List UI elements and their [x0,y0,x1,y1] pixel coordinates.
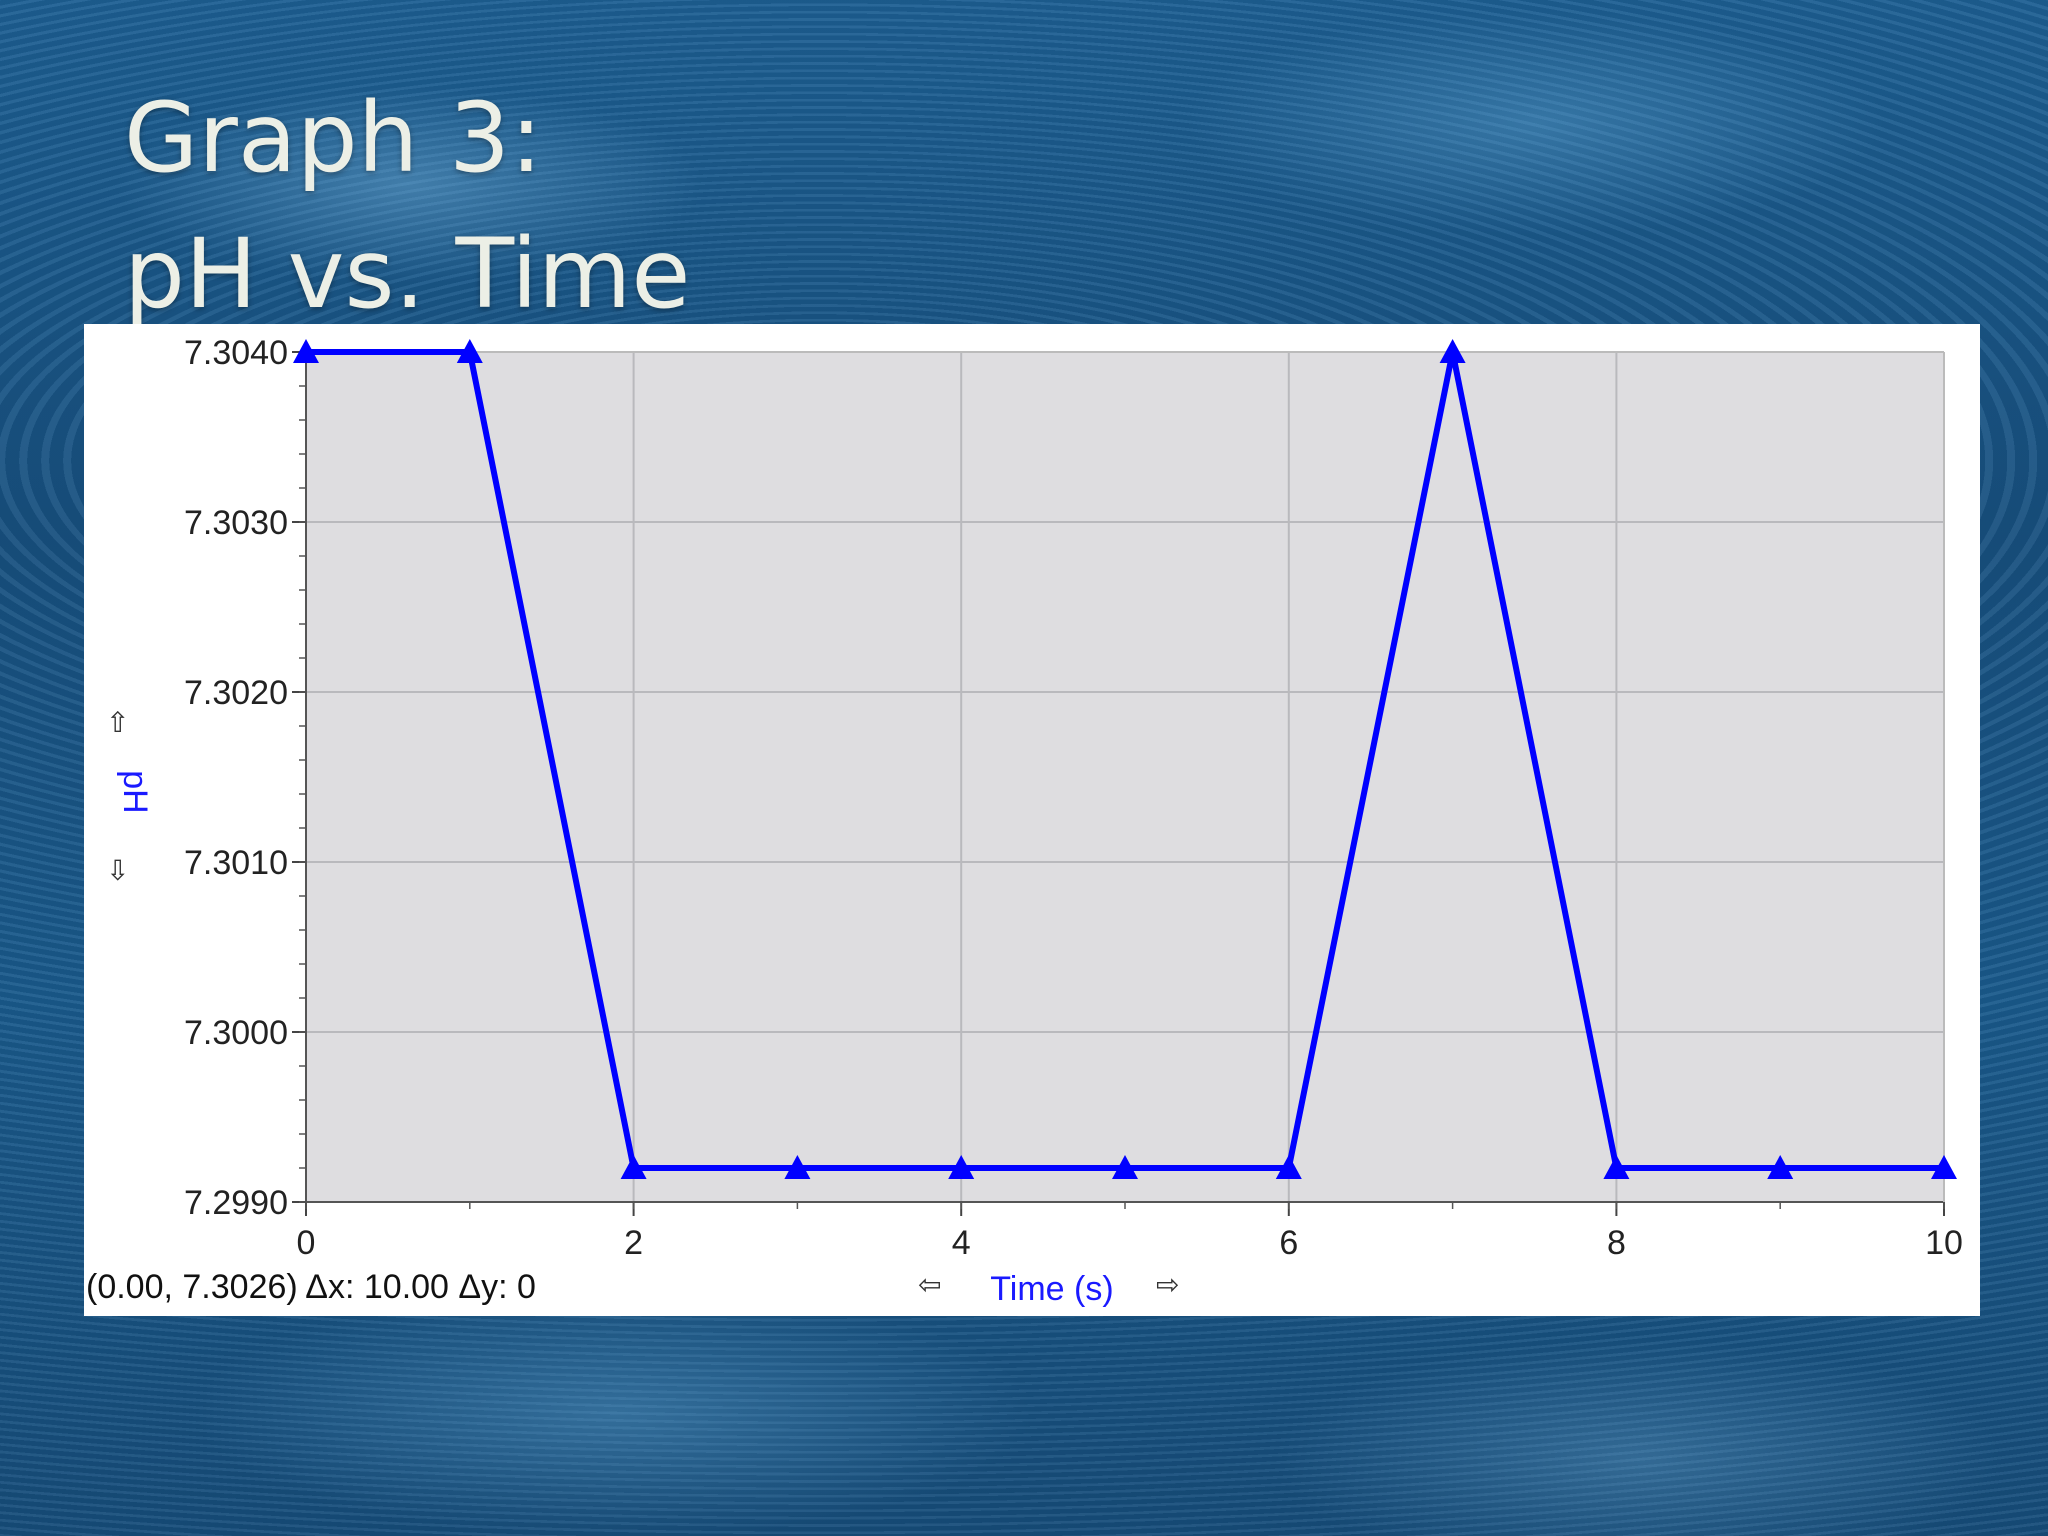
data-point-marker [1767,1155,1794,1179]
y-tick-label: 7.3000 [184,1014,288,1052]
x-axis-left-arrow-icon[interactable]: ⇦ [918,1268,941,1301]
slide-title-line-1: Graph 3: [124,82,543,194]
data-point-marker [1603,1155,1630,1179]
y-axis-up-arrow-icon[interactable]: ⇧ [106,706,129,739]
y-tick-label: 7.3020 [184,674,288,712]
x-tick-label: 6 [1279,1224,1298,1262]
data-point-marker [456,339,483,363]
slide-title-line-2: pH vs. Time [124,218,691,330]
data-point-marker [293,339,319,363]
data-point-marker [948,1155,975,1179]
plot-area [306,352,1944,1202]
y-tick-label: 7.3010 [184,844,288,882]
data-point-marker [1275,1155,1302,1179]
x-tick-label: 4 [952,1224,971,1262]
data-point-marker [1112,1155,1138,1179]
x-tick-label: 10 [1925,1224,1963,1262]
y-tick-label: 7.3030 [184,504,288,542]
slide-title: Graph 3: pH vs. Time [124,70,690,342]
x-tick-label: 2 [624,1224,643,1262]
data-point-marker [1439,339,1466,363]
y-axis-ticks: 7.2990 7.3000 7.3010 7.3020 7.3030 7.3040 [184,334,306,1222]
y-tick-label: 7.3040 [184,334,288,372]
y-axis-label[interactable]: pH [116,770,154,813]
data-point-marker [784,1155,811,1179]
y-axis-down-arrow-icon[interactable]: ⇩ [106,854,129,887]
x-axis-ticks: 0 2 4 6 8 10 [297,1202,1963,1262]
series-layer [293,339,1957,1179]
x-tick-label: 8 [1607,1224,1626,1262]
y-tick-label: 7.2990 [184,1184,288,1222]
ph-vs-time-chart: 7.2990 7.3000 7.3010 7.3020 7.3030 7.3040 0 2 4… [86,334,1963,1308]
x-axis-right-arrow-icon[interactable]: ⇨ [1156,1268,1179,1301]
chart-panel: 7.2990 7.3000 7.3010 7.3020 7.3030 7.3040 0 2 4… [84,324,1980,1316]
data-point-marker [620,1155,647,1179]
cursor-readout: (0.00, 7.3026) Δx: 10.00 Δy: 0 [86,1268,536,1306]
data-point-marker [1931,1155,1957,1179]
x-axis-label[interactable]: Time (s) [990,1270,1113,1308]
x-tick-label: 0 [297,1224,316,1262]
